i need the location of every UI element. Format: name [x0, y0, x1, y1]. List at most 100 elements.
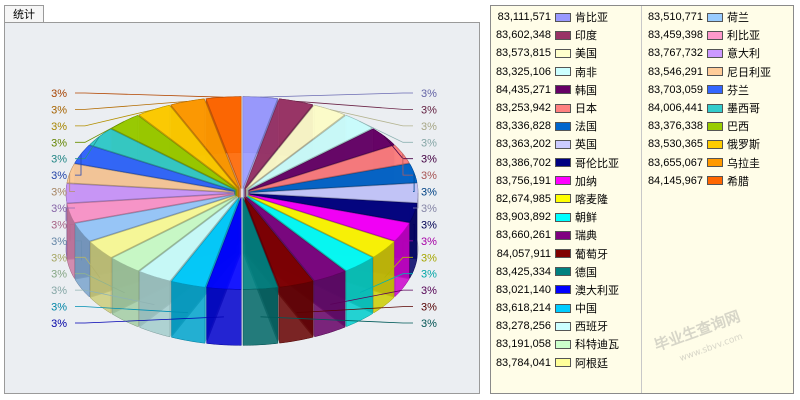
leader-line — [75, 136, 100, 160]
legend-label: 喀麦隆 — [575, 192, 608, 206]
pie-slice[interactable] — [245, 196, 346, 282]
slice-percent-label: 3% — [421, 285, 437, 297]
slice-percent-label: 3% — [421, 203, 437, 215]
pie-slice[interactable] — [65, 183, 235, 204]
slice-percent-label: 3% — [421, 104, 437, 116]
legend-label: 印度 — [575, 29, 597, 43]
pie-slice[interactable] — [89, 195, 236, 258]
legend-swatch — [707, 48, 723, 58]
pie-slice[interactable] — [249, 194, 410, 242]
legend-swatch — [555, 139, 571, 149]
legend-value: 83,021,140 — [495, 283, 551, 296]
legend-swatch — [555, 230, 571, 240]
pie-slice[interactable] — [66, 193, 235, 223]
slice-percent-label: 3% — [51, 302, 67, 314]
legend-item: 83,325,106 南非 — [493, 63, 619, 81]
legend-label: 葡萄牙 — [575, 247, 608, 261]
legend-swatch — [555, 303, 571, 313]
leader-line — [75, 240, 82, 261]
legend-item: 83,703,059 芬兰 — [645, 81, 771, 99]
leader-line — [75, 256, 101, 279]
legend-swatch — [555, 176, 571, 186]
legend-swatch — [707, 85, 723, 95]
legend-swatch — [555, 358, 571, 368]
legend-label: 阿根廷 — [575, 356, 608, 370]
legend-label: 荷兰 — [727, 11, 749, 25]
legend-item: 83,459,398 利比亚 — [645, 26, 771, 44]
legend-value: 84,006,441 — [647, 102, 703, 115]
legend-value: 83,510,771 — [647, 11, 703, 24]
legend-value: 83,784,041 — [495, 356, 551, 369]
pie-slice[interactable] — [244, 197, 314, 288]
legend-value: 83,253,942 — [495, 102, 551, 115]
legend-swatch — [555, 285, 571, 295]
pie-chart: 3% 3% 3% 3% 3% 3% 3% 3% 3% 3% 3% 3% 3% 3% 3% 3% 3% 3% 3% 3%… — [51, 88, 437, 346]
legend-value: 82,674,985 — [495, 192, 551, 205]
legend-value: 83,602,348 — [495, 29, 551, 42]
legend-item: 83,903,892 朝鲜 — [493, 208, 619, 226]
legend-label: 肯比亚 — [575, 11, 608, 25]
legend-label: 利比亚 — [727, 29, 760, 43]
slice-percent-label: 3% — [421, 137, 437, 149]
legend-item: 83,191,058 科特迪瓦 — [493, 335, 619, 353]
leader-line — [413, 192, 419, 209]
legend-value: 83,703,059 — [647, 83, 703, 96]
legend-label: 中国 — [575, 302, 597, 316]
legend-label: 希腊 — [727, 174, 749, 188]
legend-swatch — [555, 67, 571, 77]
pie-slice[interactable] — [138, 196, 239, 282]
legend-value: 83,655,067 — [647, 156, 703, 169]
slice-percent-label: 3% — [421, 236, 437, 248]
legend-item: 83,510,771 荷兰 — [645, 8, 771, 26]
slice-percent-label: 3% — [51, 285, 67, 297]
legend-swatch — [707, 67, 723, 77]
pie-slice[interactable] — [206, 197, 242, 290]
slice-percent-label: 3% — [421, 269, 437, 281]
legend-label: 科特迪瓦 — [575, 338, 619, 352]
slice-percent-label: 3% — [421, 252, 437, 264]
pie-slice[interactable] — [248, 195, 395, 258]
pie-slice[interactable] — [247, 195, 374, 271]
legend-label: 巴西 — [727, 120, 749, 134]
pie-slice[interactable] — [170, 197, 240, 288]
slice-percent-label: 3% — [421, 170, 437, 182]
chart-tab[interactable]: 统计 — [4, 5, 44, 23]
chart-panel: 统计 3% 3% 3% 3% 3% 3% 3% 3% 3% 3% 3% 3% 3% 3% 3% 3% 3% 3% 3… — [4, 5, 480, 394]
pie-slice[interactable] — [249, 193, 418, 223]
leader-line — [69, 173, 75, 193]
slice-percent-label: 3% — [421, 302, 437, 314]
pie-slice[interactable] — [111, 196, 237, 272]
legend-value: 84,057,911 — [496, 247, 551, 260]
legend-label: 俄罗斯 — [727, 138, 760, 152]
legend-item: 83,021,140 澳大利亚 — [493, 281, 619, 299]
legend-item: 83,546,291 尼日利亚 — [645, 63, 771, 81]
legend-swatch — [555, 267, 571, 277]
legend-label: 尼日利亚 — [727, 65, 771, 79]
leader-line — [296, 100, 413, 110]
leader-line — [75, 273, 125, 294]
legend-label: 瑞典 — [575, 229, 597, 243]
legend-swatch — [707, 12, 723, 22]
leader-line — [296, 306, 413, 313]
leader-line — [75, 121, 125, 143]
leader-line — [260, 92, 413, 98]
legend-swatch — [707, 176, 723, 186]
leader-line — [75, 92, 224, 98]
legend-label: 朝鲜 — [575, 211, 597, 225]
legend-swatch — [555, 103, 571, 113]
legend-label: 意大利 — [727, 47, 760, 61]
legend-item: 83,363,202 英国 — [493, 135, 619, 153]
legend-item: 83,530,365 俄罗斯 — [645, 135, 771, 153]
pie-slice[interactable] — [242, 197, 279, 290]
leader-line — [359, 273, 413, 293]
pie-slice[interactable] — [74, 194, 235, 242]
legend: 83,111,571 肯比亚 83,602,348 印度 83,573,815 美国 83,… — [490, 5, 794, 394]
legend-item: 84,435,271 韩国 — [493, 81, 619, 99]
legend-value: 83,903,892 — [495, 211, 551, 224]
legend-value: 83,660,261 — [495, 229, 551, 242]
pie-slice[interactable] — [242, 96, 279, 189]
slice-percent-label: 3% — [51, 252, 67, 264]
legend-label: 芬兰 — [727, 83, 749, 97]
legend-item: 83,784,041 阿根廷 — [493, 354, 619, 372]
legend-column-right: 83,510,771 荷兰 83,459,398 利比亚 83,767,732 意大利 83… — [645, 8, 771, 190]
